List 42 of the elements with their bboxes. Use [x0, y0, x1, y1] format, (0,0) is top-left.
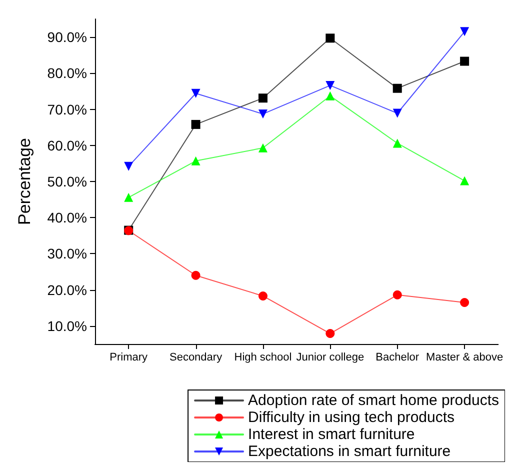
legend-label: Adoption rate of smart home products: [248, 392, 500, 409]
point: [392, 108, 402, 118]
x-tick-label: Primary: [110, 352, 148, 364]
point: [460, 56, 470, 66]
y-tick-label: 20.0%: [47, 282, 87, 298]
legend-label: Expectations in smart furniture: [248, 443, 451, 460]
y-tick-label: 60.0%: [47, 137, 87, 154]
x-tick-label: Junior college: [296, 352, 364, 364]
point: [191, 270, 200, 280]
point: [392, 138, 402, 148]
point: [392, 290, 402, 300]
point: [258, 94, 268, 103]
x-tick-label: Master & above: [426, 352, 504, 364]
point: [326, 329, 335, 338]
y-axis-title: Percentage: [15, 138, 34, 225]
y-tick-label: 50.0%: [47, 174, 87, 190]
point: [460, 298, 470, 307]
point: [392, 84, 402, 93]
point: [460, 176, 470, 186]
legend-label: Interest in smart furniture: [248, 426, 415, 443]
x-tick-label: Secondary: [169, 352, 223, 364]
y-tick-label: 10.0%: [47, 318, 87, 334]
point: [258, 109, 268, 118]
point: [191, 120, 200, 129]
point: [326, 34, 335, 43]
point: [124, 162, 134, 171]
x-tick-label: High school: [234, 352, 292, 364]
y-tick-label: 30.0%: [47, 246, 87, 262]
y-tick-label: 70.0%: [47, 101, 87, 118]
y-tick-label: 90.0%: [47, 29, 87, 46]
legend-label: Difficulty in using tech products: [248, 409, 455, 426]
point: [191, 88, 200, 98]
y-tick-label: 40.0%: [47, 210, 87, 226]
point: [191, 156, 200, 166]
point: [326, 91, 335, 100]
point: [326, 80, 335, 90]
x-tick-label: Bachelor: [376, 352, 420, 364]
point: [258, 143, 268, 152]
point: [124, 192, 134, 202]
y-tick-label: 80.0%: [47, 65, 87, 82]
point: [460, 27, 470, 36]
point: [258, 291, 268, 300]
